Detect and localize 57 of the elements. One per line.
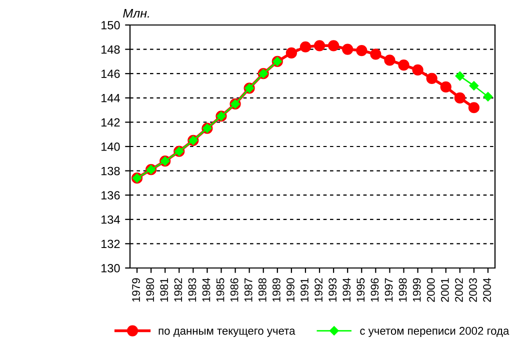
point	[440, 81, 452, 93]
point	[342, 44, 354, 55]
x-tick-label: 1986	[230, 278, 238, 302]
y-tick-label: 136	[101, 191, 120, 200]
y-tick-label: 138	[101, 166, 120, 176]
point	[314, 40, 326, 52]
x-tick-label: 2004	[483, 278, 491, 302]
x-tick-label: 1984	[202, 278, 210, 302]
point	[328, 40, 340, 52]
x-tick-label: 1993	[328, 278, 337, 302]
x-tick-label: 1988	[258, 278, 266, 302]
y-tick-label: 130	[101, 264, 120, 272]
x-tick-label: 1998	[398, 278, 407, 302]
x-tick-label: 1995	[356, 278, 365, 302]
point	[483, 92, 493, 102]
x-tick-label: 2002	[455, 278, 463, 302]
point	[356, 44, 368, 56]
point	[398, 60, 410, 71]
x-tick-label: 1981	[160, 278, 168, 302]
point	[300, 41, 312, 52]
point	[469, 81, 479, 90]
point	[286, 47, 297, 58]
y-tick-label: 142	[101, 118, 120, 126]
x-tick-label: 1990	[286, 278, 294, 302]
x-tick-label: 1985	[216, 278, 224, 302]
y-tick-label: 132	[101, 240, 120, 248]
y-tick-label: 148	[101, 45, 120, 54]
x-tick-label: 1987	[244, 278, 252, 302]
x-tick-label: 1989	[272, 278, 280, 302]
legend-label: по данным текущего учета	[158, 328, 296, 337]
y-tick-label: 134	[101, 215, 120, 224]
x-tick-label: 1980	[146, 278, 154, 302]
point	[454, 92, 466, 104]
x-tick-label: 1997	[384, 278, 393, 302]
point	[468, 102, 480, 114]
point	[455, 71, 465, 81]
x-tick-label: 1979	[132, 278, 140, 302]
x-tick-label: 1982	[174, 278, 182, 302]
x-tick-label: 1992	[314, 278, 322, 302]
x-tick-label: 1991	[300, 278, 308, 302]
point	[384, 54, 396, 66]
y-axis-title: Млн.	[123, 8, 149, 18]
point	[370, 48, 382, 60]
y-tick-label: 150	[101, 21, 120, 30]
legend-label: с учетом переписи 2002 года	[360, 326, 510, 337]
x-tick-label: 1994	[342, 278, 351, 302]
x-tick-label: 1983	[188, 278, 196, 302]
x-tick-label: 2001	[440, 278, 449, 302]
point	[426, 72, 438, 84]
x-tick-label: 1996	[370, 278, 379, 302]
point	[412, 64, 424, 76]
y-tick-label: 140	[101, 142, 120, 151]
x-tick-label: 2000	[426, 278, 435, 302]
x-tick-label: 1999	[412, 278, 421, 302]
x-tick-label: 2003	[469, 278, 477, 302]
y-tick-label: 144	[101, 94, 120, 102]
y-tick-label: 146	[101, 70, 120, 78]
